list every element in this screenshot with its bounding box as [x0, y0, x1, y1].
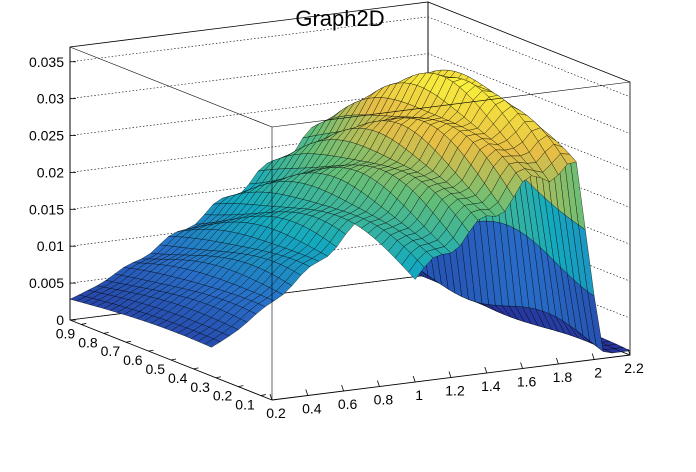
x-tick-mark-7 — [520, 362, 523, 369]
y-tick-mark-3 — [193, 367, 199, 370]
x-tick-label-3: 0.8 — [374, 392, 394, 408]
y-tick-mark-8 — [81, 323, 87, 325]
x-tick-label-4: 1 — [415, 387, 423, 403]
y-tick-label-5: 0.6 — [123, 352, 143, 368]
z-tick-label-2: 0.01 — [37, 238, 64, 254]
z-tick-label-4: 0.02 — [37, 164, 64, 180]
z-tick-label-0: 0 — [56, 312, 64, 328]
y-tick-label-4: 0.5 — [146, 361, 166, 377]
x-tick-mark-0 — [269, 393, 273, 401]
z-tick-label-7: 0.035 — [29, 54, 64, 70]
x-tick-mark-10 — [627, 348, 631, 356]
x-tick-label-5: 1.2 — [445, 383, 465, 399]
y-tick-label-7: 0.8 — [78, 334, 98, 350]
z-axis-ticks: 0 0.005 0.01 0.015 0.02 0.025 0.03 0.035 — [29, 54, 76, 328]
y-tick-mark-5 — [148, 349, 154, 352]
y-tick-label-1: 0.2 — [213, 388, 233, 404]
y-tick-mark-7 — [103, 331, 109, 334]
x-tick-label-0: 0.2 — [266, 405, 286, 421]
surface-cell-1055 — [408, 259, 425, 280]
y-tick-mark-0 — [260, 394, 266, 396]
chart-title: Graph2D — [295, 6, 384, 31]
y-tick-label-6: 0.7 — [101, 343, 121, 359]
y-tick-label-2: 0.3 — [190, 379, 210, 395]
y-axis-ticks: 0.10.20.30.40.50.60.70.80.9 — [56, 323, 266, 413]
x-tick-label-8: 1.8 — [553, 369, 573, 385]
y-tick-label-3: 0.4 — [168, 370, 188, 386]
grid-line-z-6 — [69, 53, 631, 134]
grid-line-z-7 — [69, 16, 631, 98]
x-tick-mark-2 — [341, 384, 344, 392]
surface — [69, 69, 631, 354]
surface-cell-839 — [204, 338, 221, 348]
y-tick-mark-6 — [126, 340, 132, 343]
x-tick-mark-9 — [591, 353, 595, 360]
top-edge-left — [69, 46, 273, 128]
y-tick-mark-4 — [170, 358, 177, 361]
x-tick-label-6: 1.4 — [481, 378, 501, 394]
top-edge-front — [271, 81, 631, 128]
x-tick-label-2: 0.6 — [338, 396, 358, 412]
z-tick-label-1: 0.005 — [29, 275, 64, 291]
z-tick-label-6: 0.03 — [37, 91, 64, 107]
x-tick-label-9: 2 — [594, 365, 602, 381]
x-tick-mark-4 — [412, 375, 416, 383]
x-tick-mark-3 — [377, 380, 380, 387]
y-tick-mark-2 — [215, 376, 221, 379]
x-axis-ticks: 0.2 0.4 0.6 0.8 1 1.2 1.4 1.6 1.8 2 2.2 — [266, 348, 644, 421]
x-tick-label-7: 1.6 — [517, 374, 537, 390]
x-tick-label-10: 2.2 — [624, 360, 644, 376]
z-tick-label-3: 0.015 — [29, 201, 64, 217]
x-tick-mark-1 — [305, 389, 309, 396]
x-tick-mark-8 — [556, 357, 559, 365]
x-tick-mark-5 — [448, 371, 452, 378]
x-tick-mark-6 — [484, 366, 488, 374]
z-tick-label-5: 0.025 — [29, 128, 64, 144]
y-tick-label-8: 0.9 — [56, 325, 76, 341]
x-tick-label-1: 0.4 — [302, 401, 322, 417]
y-tick-label-0: 0.1 — [235, 397, 255, 413]
y-tick-mark-1 — [238, 385, 244, 388]
